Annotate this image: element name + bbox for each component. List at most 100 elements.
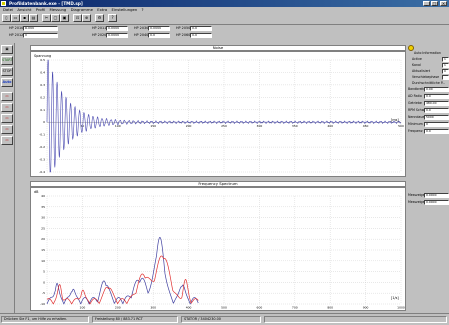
info-value-field[interactable]: 0.0000	[424, 200, 449, 205]
auto-button[interactable]: Auto	[1, 78, 13, 87]
info-label: Aktualisiert	[412, 69, 431, 73]
y-tick-label: 0.4	[40, 70, 45, 74]
open-folder-icon: ▭	[13, 15, 18, 20]
menu-profil[interactable]: Profil	[35, 7, 46, 12]
minimize-button[interactable]: _	[423, 1, 430, 6]
info-label: Getriebe	[408, 101, 422, 105]
tool-button-2[interactable]: ▭	[1, 103, 13, 112]
tool-button-4[interactable]: ▭	[1, 125, 13, 134]
zoom-icon: ⊕	[84, 15, 89, 20]
tool-button-5[interactable]: ▭	[1, 136, 13, 145]
paste-icon: ▣	[62, 15, 67, 20]
title-bar: Profildatenbank.exe - [TMD.sp] _ □ ×	[0, 0, 449, 7]
x-tick-label: 700	[292, 306, 298, 310]
info-value-field[interactable]: 0.00	[424, 87, 449, 92]
info-value-field[interactable]: 0.0	[424, 94, 449, 99]
x-tick-label: 1000	[397, 306, 405, 310]
info-label: AD Ratio	[408, 94, 422, 98]
info-label: Minimum	[408, 122, 423, 126]
param-field[interactable]: 0.0000	[148, 25, 170, 31]
spectrum-plot[interactable]: 40 35 30 25 20 15 10 5 0 -5 -10 100 200 300 400 500 600 7…	[30, 187, 406, 311]
info-value-field[interactable]	[442, 75, 449, 80]
spectrum-xunit: [1/s]	[391, 296, 399, 300]
y-tick-label: -10	[40, 302, 45, 306]
info-label: Active	[412, 57, 422, 61]
y-tick-label: -0.3	[39, 158, 45, 162]
x-tick-label: 350	[292, 124, 298, 128]
info-label: Frequenz	[408, 129, 423, 133]
stop-button[interactable]: STOP	[1, 67, 13, 76]
info-value-field[interactable]: 5000	[424, 115, 449, 120]
settings-button[interactable]: ⚙	[95, 14, 104, 22]
info-value-field[interactable]: 1	[442, 63, 449, 68]
menu-help[interactable]: ?	[141, 7, 144, 12]
cut-button[interactable]: ✂	[42, 14, 51, 22]
param-field[interactable]: 0.0	[190, 32, 212, 38]
open-button[interactable]: ▭	[11, 14, 20, 22]
y-tick-label: -0.4	[39, 170, 45, 174]
start-button[interactable]: START	[1, 56, 13, 65]
window-title: Profildatenbank.exe - [TMD.sp]	[9, 1, 83, 6]
new-button[interactable]: ▯	[2, 14, 11, 22]
param-row-1: HP 2010 8.000 HP 2011 0.0000 HP 2030 0.0…	[0, 25, 449, 32]
param-field[interactable]: 0.0	[148, 32, 170, 38]
menu-extra[interactable]: Extra	[97, 7, 108, 12]
menu-diagramme[interactable]: Diagramme	[70, 7, 93, 12]
settings-icon: ⚙	[97, 15, 102, 20]
copy-icon: ▢	[53, 15, 58, 20]
noise-plot[interactable]: 0.5 0.4 0.3 0.2 0.1 0 -0.1 -0.2 -0.3 -0.4 50 100 150…	[30, 51, 406, 177]
menu-einstellungen[interactable]: Einstellungen	[111, 7, 138, 12]
x-tick-label: 500	[398, 124, 404, 128]
x-tick-label: 200	[186, 124, 192, 128]
print-button[interactable]: ▤	[29, 14, 38, 22]
x-tick-label: 200	[115, 306, 121, 310]
param-field[interactable]: 0	[23, 32, 58, 38]
copy-button[interactable]: ▢	[51, 14, 60, 22]
param-field[interactable]: 8.000	[23, 25, 58, 31]
zoom-button[interactable]: ⊕	[82, 14, 91, 22]
y-tick-label: 0.5	[40, 58, 45, 62]
x-tick-label: 100	[80, 306, 86, 310]
info-value-field[interactable]: 0	[442, 69, 449, 74]
status-led-icon	[408, 45, 414, 51]
tool-button-3[interactable]: ▭	[1, 114, 13, 123]
info-label: Bandbreite	[408, 87, 426, 91]
menu-ansicht[interactable]: Ansicht	[17, 7, 32, 12]
info-value-field[interactable]: 0	[424, 122, 449, 127]
monitor-button[interactable]: ▣	[1, 45, 13, 54]
spectrum-ylabel: dB	[34, 190, 39, 194]
y-tick-label: 0	[43, 120, 45, 124]
status-bar: Drücken Sie F1, um Hilfe zu erhalten. Fr…	[0, 313, 449, 325]
help-button[interactable]: ?	[108, 14, 117, 22]
param-label: HP 2060	[176, 33, 191, 37]
save-button[interactable]: ▪	[20, 14, 29, 22]
noise-panel-title: Noise	[30, 45, 406, 51]
close-button[interactable]: ×	[440, 1, 447, 6]
info-value-field[interactable]: 0.0	[424, 129, 449, 134]
param-label: HP 2012	[9, 33, 24, 37]
y-tick-label: 25	[41, 226, 45, 230]
info-label: Kanal	[412, 63, 421, 67]
noise-xunit: [ms]	[391, 118, 399, 122]
param-field[interactable]: 0.0	[190, 25, 212, 31]
y-tick-label: 0.2	[40, 95, 45, 99]
param-field[interactable]: 0.0000	[106, 25, 128, 31]
status-position: Freistellung 80 / 883.71 RCT	[92, 316, 178, 323]
tool-button-1[interactable]: ▭	[1, 92, 13, 101]
info-value-field[interactable]: 0.0	[424, 108, 449, 113]
menu-messung[interactable]: Messung	[49, 7, 67, 12]
menu-datei[interactable]: Datei	[3, 7, 14, 12]
menu-bar: Datei Ansicht Profil Messung Diagramme E…	[0, 7, 449, 13]
info-value-field[interactable]: 1	[442, 57, 449, 62]
info-value-field[interactable]: 480.00	[424, 101, 449, 106]
status-coordinates: STATOR / 3404230.00	[181, 316, 261, 323]
paste-button[interactable]: ▣	[60, 14, 69, 22]
info-value-field[interactable]: 0.0000	[424, 193, 449, 198]
y-tick-label: 15	[41, 248, 45, 252]
param-label: HP 2040	[134, 33, 149, 37]
param-field[interactable]: 0.0000	[106, 32, 128, 38]
x-tick-label: 150	[150, 124, 156, 128]
maximize-button[interactable]: □	[431, 1, 438, 6]
x-tick-label: 800	[327, 306, 333, 310]
fit-button[interactable]: ⊡	[73, 14, 82, 22]
